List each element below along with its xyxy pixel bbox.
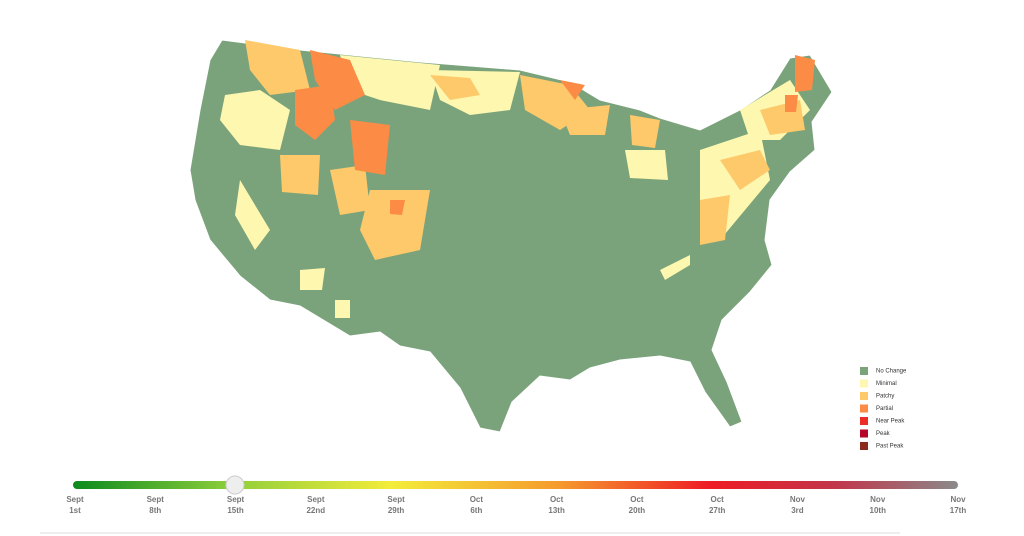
date-day[interactable]: 15th [227,506,244,515]
date-day[interactable]: 10th [870,506,887,515]
date-day[interactable]: 1st [69,506,81,515]
us-map [189,39,833,433]
legend-label: Past Peak [876,444,904,450]
legend-swatch [860,442,868,450]
legend: No Change Minimal Patchy Partial Near Peak Pe… [860,367,907,450]
date-month[interactable]: Oct [470,495,484,504]
legend-label: Patchy [876,394,894,400]
date-day[interactable]: 22nd [306,506,325,515]
date-day[interactable]: 29th [388,506,405,515]
legend-label: Partial [876,406,893,412]
date-month[interactable]: Sept [147,495,165,504]
date-day[interactable]: 8th [149,506,161,515]
date-day[interactable]: 6th [470,506,482,515]
legend-label: Near Peak [876,419,905,425]
timeline-handle[interactable] [225,475,245,495]
date-month[interactable]: Nov [870,495,886,504]
date-day[interactable]: 20th [629,506,646,515]
date-month[interactable]: Oct [630,495,644,504]
date-month[interactable]: Sept [387,495,405,504]
timeline-dates: Sept 1st Sept 8th Sept 15th Sept 22nd Sept 29th Oc… [66,495,966,515]
timeline-track[interactable] [73,481,958,489]
legend-swatch [860,367,868,375]
date-month[interactable]: Sept [66,495,84,504]
legend-swatch [860,392,868,400]
date-month[interactable]: Oct [550,495,564,504]
legend-label: No Change [876,369,907,375]
date-day[interactable]: 17th [950,506,967,515]
legend-swatch [860,429,868,438]
legend-swatch [860,379,868,388]
date-month[interactable]: Sept [307,495,325,504]
legend-swatch [860,417,868,425]
date-day[interactable]: 27th [709,506,726,515]
legend-label: Minimal [876,381,897,387]
date-day[interactable]: 13th [548,506,565,515]
legend-label: Peak [876,431,891,437]
date-month[interactable]: Sept [227,495,245,504]
date-month[interactable]: Nov [790,495,806,504]
date-month[interactable]: Nov [950,495,966,504]
legend-swatch [860,404,868,413]
date-month[interactable]: Oct [711,495,725,504]
date-day[interactable]: 3rd [791,506,804,515]
